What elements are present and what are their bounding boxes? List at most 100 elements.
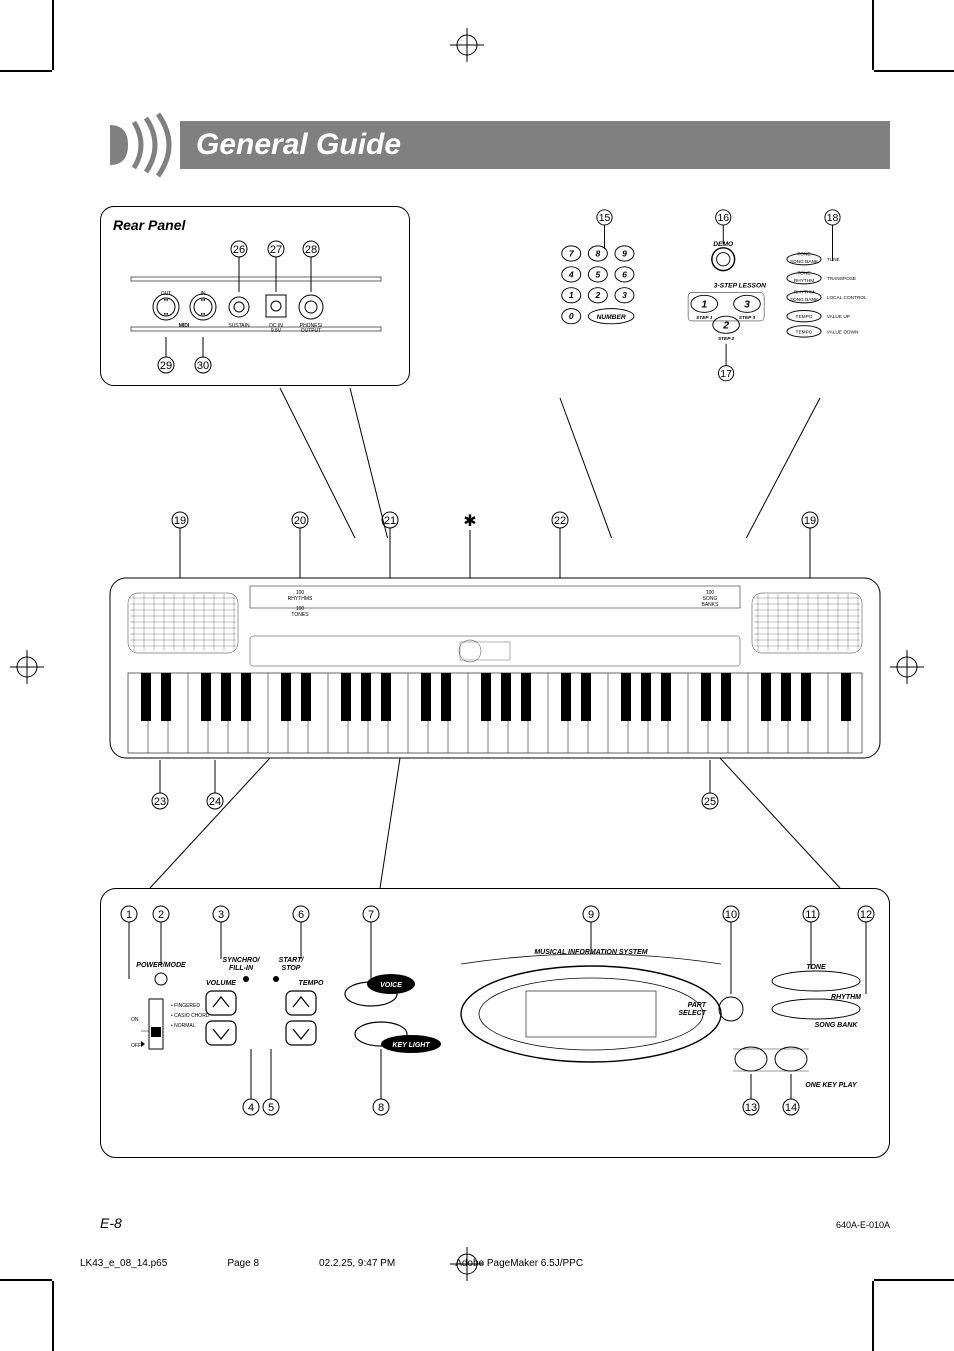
registration-mark-icon xyxy=(890,650,924,684)
svg-text:SUSTAIN: SUSTAIN xyxy=(228,323,250,329)
svg-text:24: 24 xyxy=(209,796,221,808)
svg-text:VOLUME: VOLUME xyxy=(206,980,236,987)
svg-text:TONES: TONES xyxy=(291,612,309,618)
svg-text:●●: ●● xyxy=(164,311,169,316)
svg-text:1: 1 xyxy=(126,909,132,921)
svg-text:• NORMAL: • NORMAL xyxy=(171,1023,196,1029)
svg-text:MIDI: MIDI xyxy=(179,323,190,329)
svg-text:1: 1 xyxy=(569,290,574,300)
svg-text:• FINGERED: • FINGERED xyxy=(171,1003,200,1009)
svg-text:2: 2 xyxy=(594,290,600,300)
svg-text:●●: ●● xyxy=(201,311,206,316)
imposition-info: LK43_e_08_14.p65 Page 8 02.2.25, 9:47 PM… xyxy=(80,1258,900,1269)
svg-text:5: 5 xyxy=(268,1102,274,1114)
svg-text:3: 3 xyxy=(218,909,224,921)
svg-text:9: 9 xyxy=(588,909,594,921)
svg-text:25: 25 xyxy=(704,796,716,808)
svg-text:STEP 2: STEP 2 xyxy=(718,336,735,342)
svg-text:18: 18 xyxy=(827,213,839,224)
svg-text:3-STEP LESSON: 3-STEP LESSON xyxy=(714,283,766,290)
svg-text:MUSICAL INFORMATION SYSTEM: MUSICAL INFORMATION SYSTEM xyxy=(534,949,647,956)
svg-text:23: 23 xyxy=(154,796,166,808)
svg-text:8: 8 xyxy=(378,1102,384,1114)
svg-text:10: 10 xyxy=(725,909,737,921)
svg-text:3: 3 xyxy=(622,290,627,300)
source-file: LK43_e_08_14.p65 xyxy=(80,1258,167,1269)
svg-text:SYNCHRO/: SYNCHRO/ xyxy=(223,957,261,964)
svg-text:KEY LIGHT: KEY LIGHT xyxy=(392,1042,430,1049)
svg-text:12: 12 xyxy=(860,909,872,921)
rear-panel-diagram: Rear Panel 26 27 28 xyxy=(100,206,410,386)
svg-text:POWER/MODE: POWER/MODE xyxy=(136,962,186,969)
page-title: General Guide xyxy=(180,121,890,169)
svg-text:3: 3 xyxy=(744,300,750,311)
svg-text:SONG BANK: SONG BANK xyxy=(790,297,819,303)
svg-text:VALUE UP: VALUE UP xyxy=(827,314,850,320)
svg-text:7: 7 xyxy=(368,909,374,921)
sound-wave-icon xyxy=(100,110,180,180)
svg-text:28: 28 xyxy=(305,244,317,256)
svg-text:ONE KEY PLAY: ONE KEY PLAY xyxy=(805,1082,858,1089)
svg-text:✱: ✱ xyxy=(463,513,476,530)
svg-text:4: 4 xyxy=(248,1102,254,1114)
svg-text:OUT: OUT xyxy=(161,291,172,297)
keyboard-diagram: 19 20 21 ✱ 22 19 xyxy=(100,508,890,808)
svg-text:FILL-IN: FILL-IN xyxy=(229,965,254,972)
svg-text:0: 0 xyxy=(569,311,574,321)
svg-text:• CASIO CHORD: • CASIO CHORD xyxy=(171,1013,210,1019)
imposition-datetime: 02.2.25, 9:47 PM xyxy=(319,1258,395,1269)
svg-text:6: 6 xyxy=(622,269,627,279)
svg-text:RHYTHM: RHYTHM xyxy=(794,289,814,295)
svg-text:VALUE DOWN: VALUE DOWN xyxy=(827,329,859,335)
svg-text:OFF: OFF xyxy=(131,1043,141,1049)
svg-text:27: 27 xyxy=(270,244,282,256)
svg-text:7: 7 xyxy=(569,248,575,258)
svg-text:VOICE: VOICE xyxy=(380,982,402,989)
svg-text:21: 21 xyxy=(384,515,396,527)
svg-text:9.5V: 9.5V xyxy=(271,328,282,334)
registration-mark-icon xyxy=(10,650,44,684)
svg-text:11: 11 xyxy=(805,909,816,921)
svg-text:DEMO: DEMO xyxy=(713,241,734,248)
svg-text:15: 15 xyxy=(599,213,611,224)
page-number: E-8 xyxy=(100,1215,122,1231)
svg-text:6: 6 xyxy=(298,909,304,921)
svg-text:9: 9 xyxy=(622,248,627,258)
svg-text:8: 8 xyxy=(595,248,600,258)
svg-text:19: 19 xyxy=(174,515,186,527)
svg-text:PART: PART xyxy=(688,1002,707,1009)
svg-text:TUNE: TUNE xyxy=(827,257,840,263)
svg-text:STOP: STOP xyxy=(282,965,301,972)
svg-text:29: 29 xyxy=(160,360,172,372)
imposition-page: Page 8 xyxy=(227,1258,259,1269)
svg-text:16: 16 xyxy=(717,213,729,224)
page-footer: E-8 640A-E-010A xyxy=(100,1215,890,1231)
svg-text:22: 22 xyxy=(554,515,566,527)
section-title: General Guide xyxy=(100,110,890,180)
rear-panel-heading: Rear Panel xyxy=(113,217,397,233)
svg-text:20: 20 xyxy=(294,515,306,527)
svg-text:2: 2 xyxy=(158,909,164,921)
svg-text:RHYTHM: RHYTHM xyxy=(794,278,814,284)
svg-text:1: 1 xyxy=(701,300,707,311)
svg-text:26: 26 xyxy=(233,244,245,256)
svg-text:TEMPO: TEMPO xyxy=(299,980,324,987)
button-panel-diagram: 15 16 18 7 8 9 4 5 6 1 2 3 0 xyxy=(490,206,890,396)
svg-text:SONG BANK: SONG BANK xyxy=(790,259,819,265)
svg-text:STEP 3: STEP 3 xyxy=(739,315,756,321)
svg-text:5: 5 xyxy=(595,269,600,279)
svg-text:ON: ON xyxy=(131,1017,139,1023)
svg-text:TONE: TONE xyxy=(797,251,810,257)
svg-text:TEMPO: TEMPO xyxy=(796,314,813,320)
svg-text:IN: IN xyxy=(201,291,206,297)
svg-text:13: 13 xyxy=(745,1102,757,1114)
svg-text:SONG BANK: SONG BANK xyxy=(815,1022,859,1029)
svg-text:4: 4 xyxy=(568,269,574,279)
svg-text:14: 14 xyxy=(785,1102,797,1114)
svg-text:NUMBER: NUMBER xyxy=(597,314,626,321)
svg-text:SELECT: SELECT xyxy=(678,1010,706,1017)
svg-text:BANKS: BANKS xyxy=(702,602,720,608)
svg-text:LOCAL CONTROL: LOCAL CONTROL xyxy=(827,295,867,301)
svg-text:30: 30 xyxy=(197,360,209,372)
registration-mark-icon xyxy=(450,28,484,62)
